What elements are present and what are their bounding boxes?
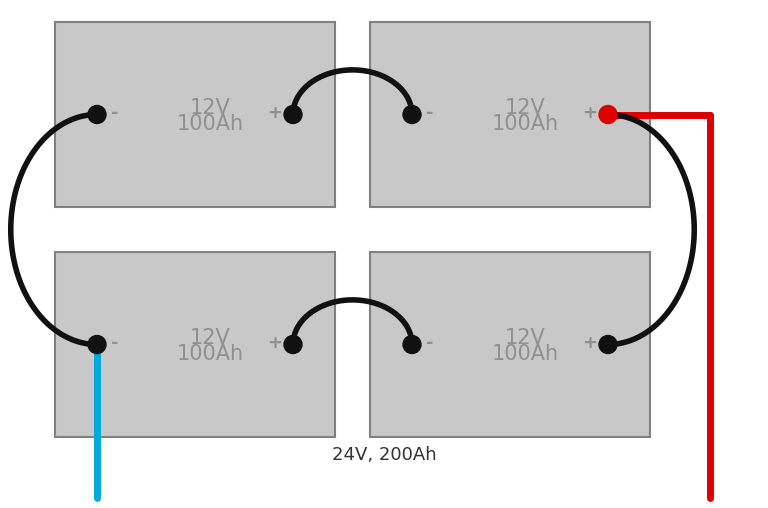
Text: +: +	[267, 333, 283, 352]
Text: -: -	[426, 104, 434, 121]
Bar	[370, 22, 650, 207]
Text: 12V: 12V	[190, 99, 230, 118]
Circle shape	[88, 106, 106, 123]
Text: 100Ah: 100Ah	[177, 344, 243, 365]
Circle shape	[284, 106, 302, 123]
Bar	[370, 252, 650, 437]
Text: 24V, 200Ah: 24V, 200Ah	[332, 446, 436, 464]
Circle shape	[88, 335, 106, 354]
Text: -: -	[111, 333, 119, 352]
Text: +: +	[267, 104, 283, 121]
Text: 12V: 12V	[190, 329, 230, 348]
Bar	[55, 252, 335, 437]
Text: 100Ah: 100Ah	[177, 114, 243, 135]
Circle shape	[284, 335, 302, 354]
Text: 100Ah: 100Ah	[492, 344, 558, 365]
Circle shape	[599, 106, 617, 123]
Circle shape	[599, 335, 617, 354]
Text: +: +	[582, 333, 598, 352]
Circle shape	[403, 106, 421, 123]
Bar	[55, 22, 335, 207]
Text: 12V: 12V	[505, 329, 545, 348]
Text: +: +	[582, 104, 598, 121]
Text: 12V: 12V	[505, 99, 545, 118]
Circle shape	[403, 335, 421, 354]
Text: -: -	[426, 333, 434, 352]
Text: 100Ah: 100Ah	[492, 114, 558, 135]
Text: -: -	[111, 104, 119, 121]
